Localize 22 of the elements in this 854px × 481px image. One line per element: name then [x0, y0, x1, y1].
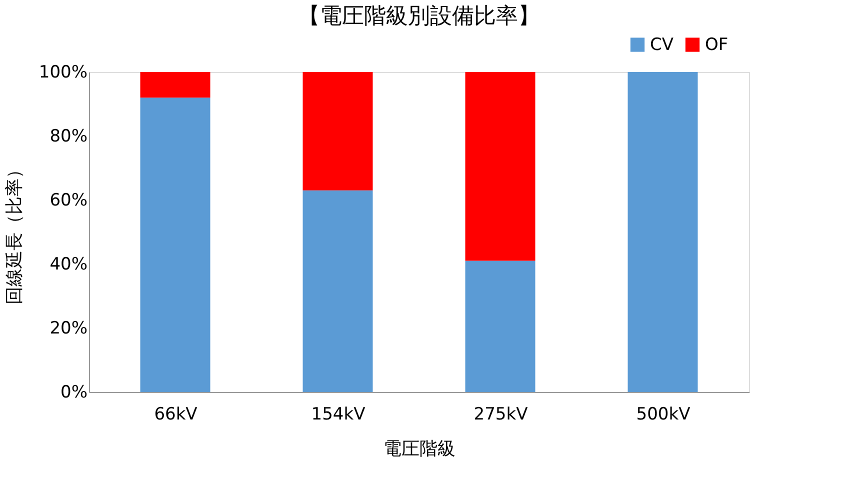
y-tick-label: 20% [50, 318, 88, 338]
x-tick-label: 500kV [636, 404, 691, 424]
x-tick-label: 66kV [154, 404, 198, 424]
x-tick-label: 275kV [474, 404, 528, 424]
chart-title: 【電圧階級別設備比率】 [298, 4, 540, 29]
bar [140, 98, 210, 392]
bar [465, 260, 536, 392]
y-tick-label: 40% [50, 254, 88, 274]
y-tick-label: 60% [50, 190, 88, 210]
bar [465, 72, 536, 261]
bar [628, 72, 698, 392]
bar [302, 190, 373, 392]
y-axis-title: 回線延長（比率） [4, 160, 25, 304]
bar [302, 72, 373, 190]
y-tick-label: 0% [60, 382, 88, 402]
bar [140, 72, 210, 98]
y-tick-label: 80% [50, 126, 88, 146]
x-axis-title: 電圧階級 [384, 438, 456, 460]
legend-label: CV [650, 34, 674, 55]
y-tick-label: 100% [38, 62, 88, 82]
x-tick-label: 154kV [311, 404, 366, 424]
legend-label: OF [705, 34, 728, 55]
